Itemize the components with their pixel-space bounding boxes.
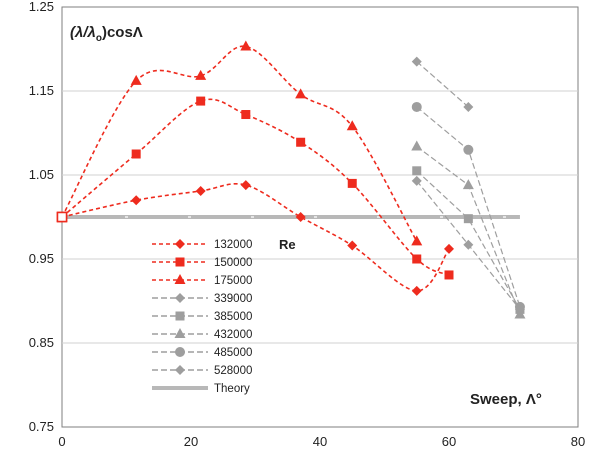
legend-label: 528000 xyxy=(214,365,252,377)
legend-label: 339000 xyxy=(214,293,252,305)
data-point xyxy=(463,144,474,155)
legend-item-432000: 432000 xyxy=(152,328,252,341)
legend-marker xyxy=(174,274,186,284)
data-point xyxy=(196,96,206,106)
x-tick-label: 20 xyxy=(184,434,198,449)
y-axis-title: (λ/λo)cosΛ xyxy=(70,24,143,44)
x-tick-label: 80 xyxy=(571,434,585,449)
data-point xyxy=(130,74,142,85)
data-point xyxy=(56,211,68,223)
y-tick-label: 0.85 xyxy=(29,335,54,350)
series-528000 xyxy=(411,56,474,112)
x-axis-label: Sweep, Λ° xyxy=(470,391,542,408)
data-point xyxy=(412,166,422,176)
y-tick-label: 1.25 xyxy=(29,0,54,14)
data-point xyxy=(240,40,252,51)
y-tick-label: 0.75 xyxy=(29,419,54,434)
legend-marker xyxy=(175,365,185,375)
series-line-150000 xyxy=(61,98,450,276)
legend-label: 485000 xyxy=(214,347,252,359)
data-point xyxy=(347,240,358,251)
legend-marker xyxy=(174,328,186,338)
data-point xyxy=(195,185,206,196)
y-tick-label: 1.15 xyxy=(29,83,54,98)
series-150000 xyxy=(56,96,454,280)
series-175000 xyxy=(56,40,423,246)
data-point xyxy=(411,285,422,296)
data-point xyxy=(296,137,306,147)
data-point xyxy=(411,140,423,151)
legend-item-485000: 485000 xyxy=(152,347,252,359)
series-layer xyxy=(56,40,526,319)
legend-marker xyxy=(175,293,185,303)
x-tick-label: 0 xyxy=(58,434,65,449)
data-point xyxy=(240,180,251,191)
legend-label: 175000 xyxy=(214,275,252,287)
legend-label: 132000 xyxy=(214,239,252,251)
series-485000 xyxy=(411,101,525,312)
data-point xyxy=(241,110,251,120)
legend-item-528000: 528000 xyxy=(152,365,252,377)
y-tick-label: 0.95 xyxy=(29,251,54,266)
legend-label: 432000 xyxy=(214,329,252,341)
legend-item-132000: 132000 xyxy=(152,239,252,251)
data-point xyxy=(444,270,454,280)
legend-item-339000: 339000 xyxy=(152,293,252,305)
x-tick-label: 40 xyxy=(313,434,327,449)
legend-item-Theory: Theory xyxy=(152,383,250,395)
data-point xyxy=(462,179,474,190)
data-point xyxy=(463,239,474,250)
data-point xyxy=(514,308,526,319)
legend-label: Theory xyxy=(214,383,250,395)
series-line-385000 xyxy=(416,170,521,310)
legend-item-175000: 175000 xyxy=(152,274,252,287)
legend-label: 385000 xyxy=(214,311,252,323)
y-axis-label: (λ/λo)cosΛ xyxy=(70,24,143,44)
series-line-528000 xyxy=(416,61,469,108)
data-point xyxy=(463,214,473,224)
data-point xyxy=(295,212,306,222)
data-point xyxy=(411,235,423,246)
legend: 132000 150000 175000 339000 385000 432000 4850… xyxy=(152,237,296,395)
y-tick-label: 1.05 xyxy=(29,167,54,182)
data-point xyxy=(347,178,357,188)
legend-marker xyxy=(175,311,185,321)
data-point xyxy=(514,301,525,312)
legend-item-385000: 385000 xyxy=(152,311,252,323)
data-point xyxy=(412,254,422,264)
data-point xyxy=(295,88,307,99)
legend-label: 150000 xyxy=(214,257,252,269)
series-432000 xyxy=(411,140,526,319)
legend-marker xyxy=(175,239,185,249)
tick-labels: 0.75 0.85 0.95 1.05 1.15 1.25 0 20 40 60 80 xyxy=(29,0,586,449)
data-point xyxy=(131,195,142,206)
legend-marker xyxy=(175,257,185,267)
gridlines xyxy=(62,90,578,344)
legend-item-150000: 150000 xyxy=(152,257,252,269)
data-point xyxy=(411,175,422,186)
data-point xyxy=(444,243,454,254)
data-point xyxy=(411,101,422,112)
legend-marker xyxy=(175,347,185,357)
data-point xyxy=(411,56,422,67)
data-point xyxy=(131,149,141,159)
data-point xyxy=(463,101,474,112)
data-point xyxy=(195,69,207,80)
legend-title: Re xyxy=(279,237,296,252)
x-tick-label: 60 xyxy=(442,434,456,449)
data-point xyxy=(346,120,358,131)
